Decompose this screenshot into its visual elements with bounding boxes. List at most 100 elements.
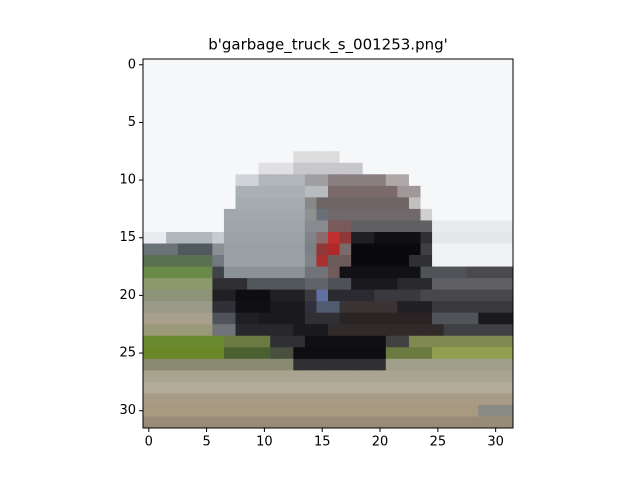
pixel — [304, 404, 317, 417]
pixel — [281, 151, 294, 164]
pixel — [385, 312, 398, 325]
pixel — [258, 105, 271, 118]
pixel — [374, 347, 387, 360]
pixel — [258, 312, 271, 325]
pixel — [154, 312, 167, 325]
pixel — [223, 59, 236, 71]
pixel — [177, 231, 190, 244]
pixel — [385, 335, 398, 348]
pixel — [166, 208, 179, 221]
pixel — [189, 301, 202, 314]
pixel — [443, 347, 456, 360]
pixel — [466, 59, 479, 71]
pixel — [385, 70, 398, 83]
pixel — [328, 243, 340, 256]
pixel — [258, 370, 271, 383]
pixel — [397, 266, 410, 279]
pixel — [154, 139, 167, 152]
pixel — [154, 185, 167, 198]
pixel — [420, 381, 433, 394]
pixel — [235, 347, 248, 360]
pixel — [443, 116, 456, 129]
pixel — [374, 197, 387, 210]
pixel — [478, 93, 491, 106]
pixel — [281, 116, 294, 129]
pixel — [177, 174, 190, 187]
pixel — [478, 208, 491, 221]
pixel — [328, 185, 340, 198]
pixel — [420, 151, 433, 164]
pixel — [408, 185, 421, 198]
pixel — [420, 370, 433, 383]
pixel — [200, 381, 213, 394]
pixel — [432, 116, 445, 129]
pixel — [166, 162, 179, 175]
pixel — [489, 59, 502, 71]
pixel — [501, 220, 514, 233]
pixel — [432, 105, 445, 118]
pixel — [328, 162, 340, 175]
pixel — [351, 208, 364, 221]
pixel — [166, 105, 179, 118]
pixel — [235, 139, 248, 152]
pixel — [143, 416, 155, 429]
pixel — [143, 93, 155, 106]
chart-title: b'garbage_truck_s_001253.png' — [208, 36, 448, 55]
pixel — [143, 266, 155, 279]
pixel — [339, 404, 352, 417]
pixel — [328, 255, 340, 267]
pixel — [385, 347, 398, 360]
pixel — [489, 93, 502, 106]
pixel — [166, 358, 179, 371]
pixel — [143, 128, 155, 141]
pixel — [304, 312, 317, 325]
pixel — [455, 151, 468, 164]
pixel — [339, 116, 352, 129]
pixel — [189, 197, 202, 210]
pixel — [385, 105, 398, 118]
pixel — [189, 381, 202, 394]
pixel — [212, 151, 225, 164]
pixel — [247, 116, 260, 129]
pixel — [408, 324, 421, 337]
pixel — [270, 289, 283, 302]
pixel — [281, 139, 294, 152]
pixel — [212, 59, 225, 71]
pixel — [166, 82, 179, 94]
pixel — [351, 289, 364, 302]
pixel — [397, 59, 410, 71]
pixel — [316, 116, 329, 129]
pixel — [362, 197, 375, 210]
pixel — [408, 105, 421, 118]
pixel — [362, 255, 375, 267]
pixel — [316, 93, 329, 106]
pixel — [397, 324, 410, 337]
pixel — [189, 324, 202, 337]
pixel — [455, 416, 468, 429]
pixel — [362, 128, 375, 141]
pixel — [489, 231, 502, 244]
pixel — [154, 116, 167, 129]
pixel — [466, 393, 479, 406]
pixel — [501, 231, 514, 244]
pixel — [374, 358, 387, 371]
pixel — [432, 393, 445, 406]
pixel — [316, 370, 329, 383]
pixel — [166, 185, 179, 198]
pixel — [397, 255, 410, 267]
pixel — [281, 59, 294, 71]
pixel — [270, 185, 283, 198]
pixel — [143, 105, 155, 118]
pixel — [212, 174, 225, 187]
pixel — [374, 220, 387, 233]
pixel — [443, 393, 456, 406]
pixel — [466, 301, 479, 314]
pixel — [189, 393, 202, 406]
pixel — [177, 312, 190, 325]
pixel — [374, 208, 387, 221]
pixel — [258, 301, 271, 314]
pixel — [258, 393, 271, 406]
pixel — [351, 70, 364, 83]
pixel — [270, 404, 283, 417]
pixel — [362, 301, 375, 314]
